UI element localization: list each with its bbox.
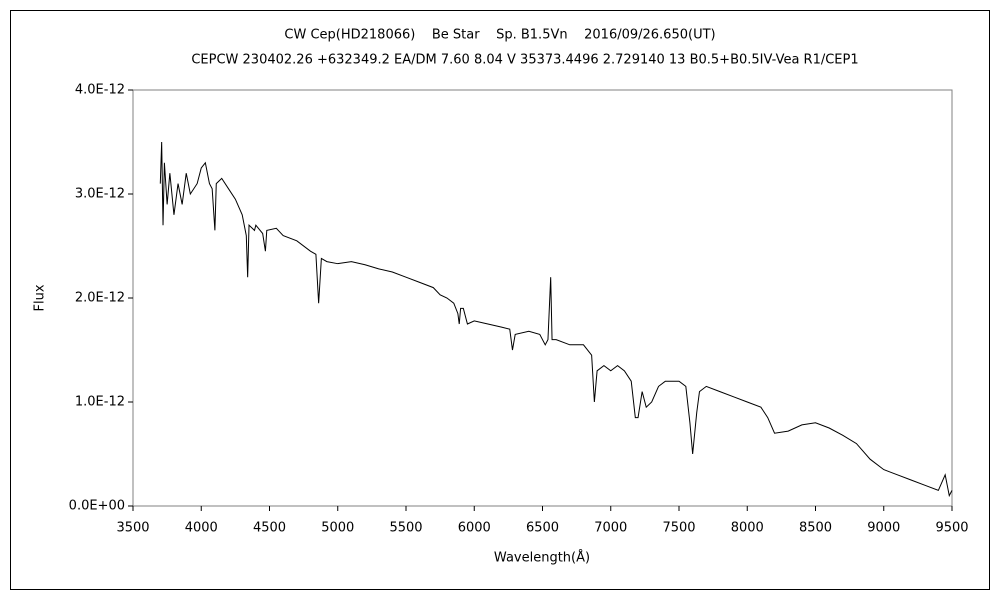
x-tick-label: 8500 xyxy=(799,521,832,536)
chart-title: CW Cep(HD218066) Be Star Sp. B1.5Vn 2016… xyxy=(284,28,715,43)
y-tick-label: 0.0E+00 xyxy=(69,499,125,514)
x-tick-label: 8000 xyxy=(731,521,764,536)
y-tick-label: 2.0E-12 xyxy=(75,291,125,306)
x-tick-label: 6500 xyxy=(526,521,559,536)
x-tick-label: 5000 xyxy=(321,521,354,536)
chart-subtitle: CEPCW 230402.26 +632349.2 EA/DM 7.60 8.0… xyxy=(191,53,858,68)
y-tick-label: 3.0E-12 xyxy=(75,187,125,202)
y-tick-label: 4.0E-12 xyxy=(75,83,125,98)
chart-border xyxy=(10,10,990,590)
y-axis-label: Flux xyxy=(33,284,48,311)
spectrum-line xyxy=(159,141,953,498)
x-tick-label: 6000 xyxy=(458,521,491,536)
x-tick-label: 4000 xyxy=(185,521,218,536)
x-tick-label: 3500 xyxy=(116,521,149,536)
x-tick-label: 9000 xyxy=(867,521,900,536)
x-axis-label: Wavelength(Å) xyxy=(494,550,590,566)
x-tick-label: 5500 xyxy=(389,521,422,536)
x-tick-label: 7500 xyxy=(662,521,695,536)
x-tick-label: 9500 xyxy=(935,521,968,536)
x-tick-label: 4500 xyxy=(253,521,286,536)
y-tick-label: 1.0E-12 xyxy=(75,395,125,410)
x-tick-label: 7000 xyxy=(594,521,627,536)
